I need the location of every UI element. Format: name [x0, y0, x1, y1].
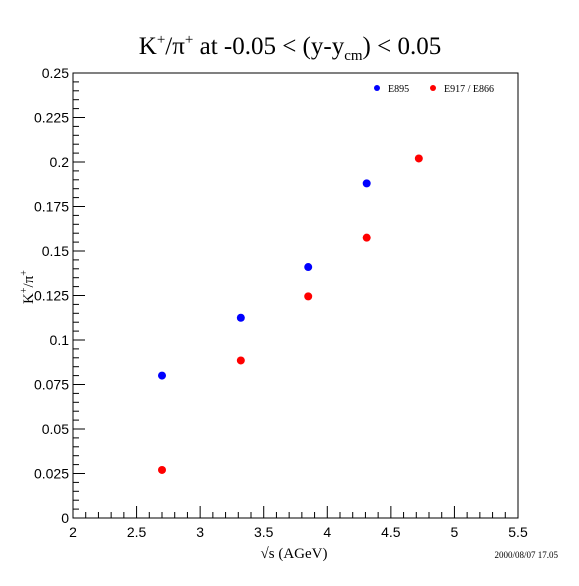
x-tick-label: 3.5 [254, 524, 274, 540]
timestamp: 2000/08/07 17.05 [494, 550, 558, 560]
y-axis-label: K+/π+ [19, 270, 37, 304]
y-tick-label: 0.225 [34, 110, 69, 126]
e895-point [236, 313, 245, 322]
e917-e866-point [304, 292, 313, 301]
x-tick-label: 3 [196, 524, 204, 540]
y-tick-label: 0.1 [50, 332, 70, 348]
x-tick-label: 2 [69, 524, 77, 540]
y-tick-label: 0.15 [42, 243, 69, 259]
legend-label: E895 [388, 84, 409, 95]
legend-marker [374, 85, 380, 91]
ylabel-k: K [21, 293, 37, 304]
x-tick-label: 4.5 [381, 524, 401, 540]
x-tick-label: 2.5 [127, 524, 147, 540]
ylabel-sup1: + [19, 287, 30, 293]
x-axis: 2 2.5 3 3.5 4 4.5 5 5.5 [69, 506, 528, 540]
legend-label: E917 / E866 [444, 84, 494, 95]
e895-point [158, 371, 166, 380]
title-pi: /π [165, 33, 185, 60]
e917-e866-point [236, 356, 245, 365]
title-range: at -0.05 < (y-y [193, 33, 344, 60]
y-tick-label: 0.05 [42, 421, 69, 437]
e917-e866-point [414, 154, 423, 163]
chart-title: K+/π+ at -0.05 < (y-ycm) < 0.05 [139, 32, 441, 64]
e917-e866-point [158, 465, 166, 474]
title-sup1: + [157, 32, 165, 48]
legend: E895 E917 / E866 [374, 84, 494, 95]
e895-point [362, 179, 371, 188]
y-tick-label: 0.2 [50, 154, 70, 170]
ylabel-pi: /π [21, 275, 37, 287]
title-sup2: + [185, 32, 193, 48]
plot-frame [72, 72, 519, 519]
y-tick-label: 0.175 [34, 199, 69, 215]
ylabel-sup2: + [19, 270, 30, 276]
e895-point [304, 263, 313, 272]
data-points [158, 154, 423, 474]
y-tick-label: 0.125 [34, 288, 69, 304]
y-axis: 0 0.025 0.05 0.075 0.1 0.125 0.15 0.175 0.2 0.225… [34, 65, 85, 526]
e917-e866-point [362, 233, 371, 242]
title-end: ) < 0.05 [363, 33, 442, 60]
y-tick-label: 0.25 [42, 65, 69, 81]
x-tick-label: 5 [451, 524, 459, 540]
legend-marker [430, 85, 436, 91]
y-tick-label: 0.025 [34, 466, 69, 482]
title-sub: cm [344, 48, 363, 64]
x-axis-label: √s (AGeV) [261, 546, 328, 562]
title-k: K [139, 33, 157, 60]
y-tick-label: 0 [61, 510, 69, 526]
x-tick-label: 4 [323, 524, 331, 540]
x-tick-label: 5.5 [508, 524, 528, 540]
y-tick-label: 0.075 [34, 377, 69, 393]
